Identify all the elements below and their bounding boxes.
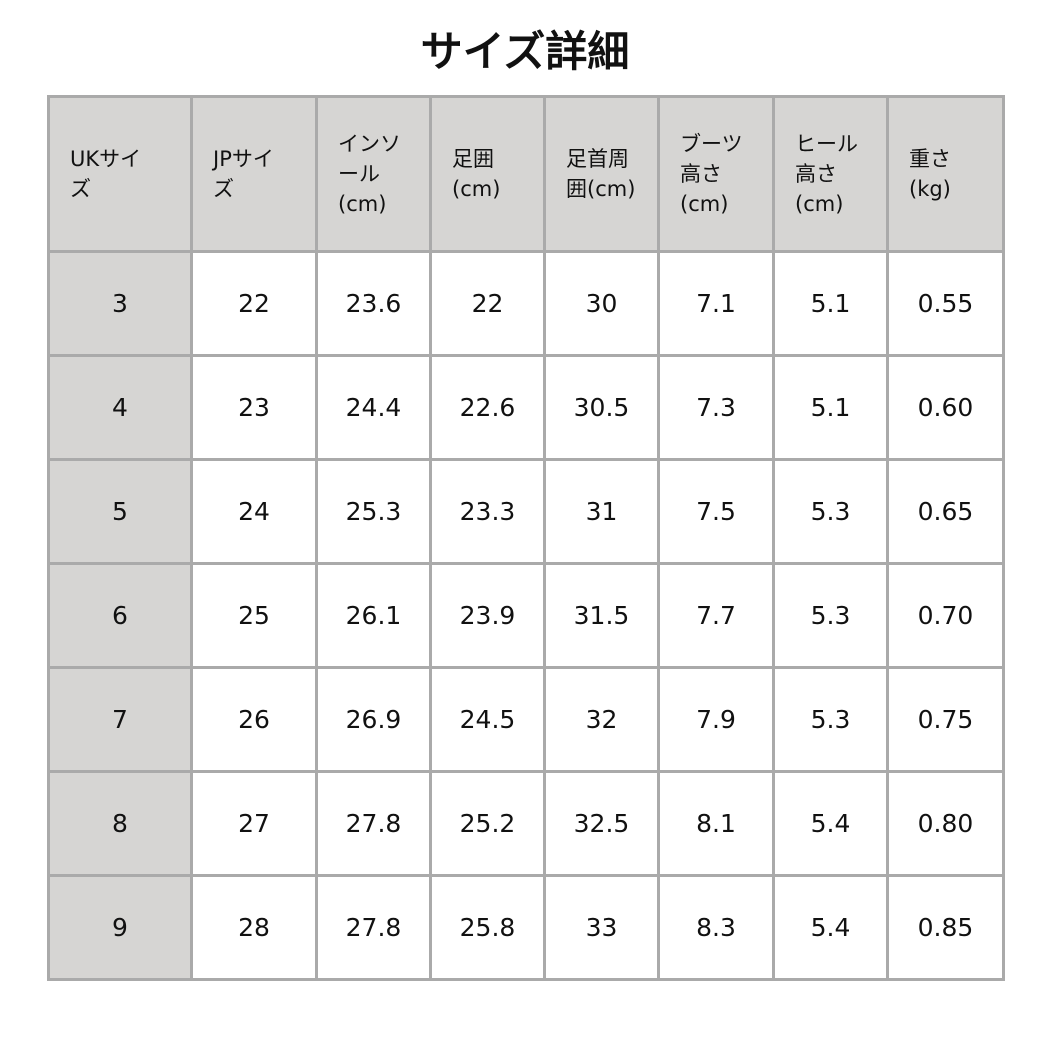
table-cell: 22 — [190, 250, 318, 357]
table-cell: 7.5 — [657, 458, 775, 565]
table-cell: 24.4 — [315, 354, 432, 461]
table-cell: 28 — [190, 874, 318, 981]
column-header: UKサイ ズ — [47, 95, 193, 253]
uk-size-cell: 3 — [47, 250, 193, 357]
table-cell: 23.9 — [429, 562, 546, 669]
table-cell: 7.9 — [657, 666, 775, 773]
table-cell: 22 — [429, 250, 546, 357]
page-title: サイズ詳細 — [420, 27, 630, 76]
table-cell: 32 — [543, 666, 660, 773]
table-cell: 26.1 — [315, 562, 432, 669]
table-cell: 8.3 — [657, 874, 775, 981]
size-table: UKサイ ズ JPサイ ズインソ ール (cm) 足囲 (cm) 足首周 囲(cm) ブ… — [47, 95, 1005, 981]
table-row: 8 27 27.8 25.2 32.5 8.1 5.4 0.80 — [47, 770, 1005, 877]
table-cell: 0.55 — [886, 250, 1005, 357]
uk-size-cell: 6 — [47, 562, 193, 669]
header-row: UKサイ ズ JPサイ ズインソ ール (cm) 足囲 (cm) 足首周 囲(cm) ブ… — [47, 95, 1005, 253]
table-cell: 0.85 — [886, 874, 1005, 981]
table-cell: 5.4 — [772, 770, 889, 877]
table-cell: 25.8 — [429, 874, 546, 981]
table-cell: 7.3 — [657, 354, 775, 461]
table-cell: 26 — [190, 666, 318, 773]
table-cell: 0.65 — [886, 458, 1005, 565]
uk-size-cell: 7 — [47, 666, 193, 773]
table-cell: 0.70 — [886, 562, 1005, 669]
column-header: ブーツ 高さ (cm) — [657, 95, 775, 253]
column-header: インソ ール (cm) — [315, 95, 432, 253]
table-cell: 32.5 — [543, 770, 660, 877]
table-cell: 27.8 — [315, 874, 432, 981]
table-cell: 23 — [190, 354, 318, 461]
table-cell: 25 — [190, 562, 318, 669]
table-cell: 5.3 — [772, 562, 889, 669]
table-cell: 24 — [190, 458, 318, 565]
uk-size-cell: 9 — [47, 874, 193, 981]
table-row: 7 26 26.9 24.5 32 7.9 5.3 0.75 — [47, 666, 1005, 773]
table-cell: 23.3 — [429, 458, 546, 565]
column-header: 足首周 囲(cm) — [543, 95, 660, 253]
table-cell: 0.80 — [886, 770, 1005, 877]
uk-size-cell: 5 — [47, 458, 193, 565]
column-header: 足囲 (cm) — [429, 95, 546, 253]
table-cell: 5.3 — [772, 666, 889, 773]
table-cell: 5.4 — [772, 874, 889, 981]
table-cell: 30 — [543, 250, 660, 357]
uk-size-cell: 8 — [47, 770, 193, 877]
table-row: 6 25 26.1 23.9 31.5 7.7 5.3 0.70 — [47, 562, 1005, 669]
table-row: 9 28 27.8 25.8 33 8.3 5.4 0.85 — [47, 874, 1005, 981]
column-header: 重さ (kg) — [886, 95, 1005, 253]
table-cell: 25.3 — [315, 458, 432, 565]
table-cell: 0.60 — [886, 354, 1005, 461]
table-cell: 23.6 — [315, 250, 432, 357]
table-cell: 5.1 — [772, 250, 889, 357]
table-cell: 31 — [543, 458, 660, 565]
table-cell: 25.2 — [429, 770, 546, 877]
table-cell: 7.1 — [657, 250, 775, 357]
table-cell: 26.9 — [315, 666, 432, 773]
table-cell: 24.5 — [429, 666, 546, 773]
table-row: 3 22 23.6 22 30 7.1 5.1 0.55 — [47, 250, 1005, 357]
table-cell: 27.8 — [315, 770, 432, 877]
table-cell: 33 — [543, 874, 660, 981]
table-cell: 5.1 — [772, 354, 889, 461]
table-row: 4 23 24.4 22.6 30.5 7.3 5.1 0.60 — [47, 354, 1005, 461]
column-header: ヒール 高さ (cm) — [772, 95, 889, 253]
column-header: JPサイ ズ — [190, 95, 318, 253]
table-row: 5 24 25.3 23.3 31 7.5 5.3 0.65 — [47, 458, 1005, 565]
table-cell: 5.3 — [772, 458, 889, 565]
uk-size-cell: 4 — [47, 354, 193, 461]
table-cell: 31.5 — [543, 562, 660, 669]
table-cell: 22.6 — [429, 354, 546, 461]
table-cell: 8.1 — [657, 770, 775, 877]
table-cell: 7.7 — [657, 562, 775, 669]
table-cell: 30.5 — [543, 354, 660, 461]
table-cell: 0.75 — [886, 666, 1005, 773]
table-cell: 27 — [190, 770, 318, 877]
